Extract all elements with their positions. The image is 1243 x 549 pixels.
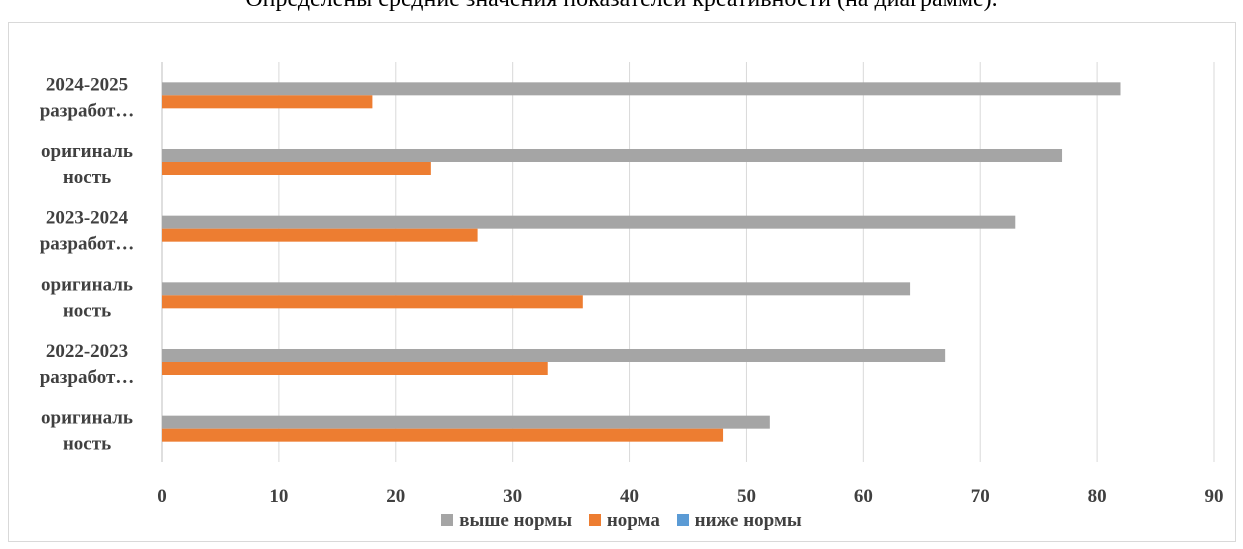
chart-area xyxy=(8,22,1236,542)
x-tick-label: 80 xyxy=(1088,486,1107,507)
x-tick-label: 60 xyxy=(854,486,873,507)
category-label: оригиналь xyxy=(41,141,133,162)
category-label: разработ… xyxy=(40,234,135,255)
x-tick-label: 0 xyxy=(157,486,167,507)
legend-swatch-below-norm xyxy=(676,514,689,526)
category-label: оригиналь xyxy=(41,408,133,429)
x-tick-label: 30 xyxy=(503,486,522,507)
chart-legend: выше нормы норма ниже нормы xyxy=(0,510,1243,532)
legend-item-below-norm: ниже нормы xyxy=(676,510,802,532)
category-label: ность xyxy=(63,167,111,188)
category-label: 2022-2023 xyxy=(46,341,128,362)
legend-swatch-above-norm xyxy=(441,514,454,526)
category-label: ность xyxy=(63,434,111,455)
bar-norm xyxy=(162,362,548,375)
bar-above-norm xyxy=(162,82,1121,96)
x-tick-label: 70 xyxy=(971,486,990,507)
chart-caption: Определены средние значения показателей … xyxy=(0,0,1243,13)
bar-norm xyxy=(162,162,431,175)
bar-above-norm xyxy=(162,282,911,296)
bar-above-norm xyxy=(162,415,770,429)
legend-label-norm: норма xyxy=(606,510,660,531)
category-label: 2023-2024 xyxy=(46,208,129,229)
category-label: разработ… xyxy=(40,367,135,388)
category-label: разработ… xyxy=(40,100,135,121)
legend-swatch-norm xyxy=(588,514,601,526)
bar-norm xyxy=(162,295,583,309)
legend-label-below-norm: ниже нормы xyxy=(694,510,802,531)
x-tick-label: 40 xyxy=(620,486,639,507)
x-tick-label: 90 xyxy=(1205,486,1224,507)
bar-above-norm xyxy=(162,149,1063,162)
x-tick-label: 50 xyxy=(737,486,756,507)
bar-above-norm xyxy=(162,215,1016,229)
bar-above-norm xyxy=(162,349,946,362)
category-label: ность xyxy=(63,300,111,321)
bar-norm xyxy=(162,95,373,109)
category-label: оригиналь xyxy=(41,274,133,295)
bar-norm xyxy=(162,228,478,242)
x-tick-label: 10 xyxy=(269,486,288,507)
x-tick-label: 20 xyxy=(386,486,405,507)
bar-norm xyxy=(162,428,724,442)
category-label: 2024-2025 xyxy=(46,74,128,95)
legend-item-above-norm: выше нормы xyxy=(441,510,572,532)
legend-label-above-norm: выше нормы xyxy=(459,510,573,531)
legend-item-norm: норма xyxy=(588,510,660,532)
